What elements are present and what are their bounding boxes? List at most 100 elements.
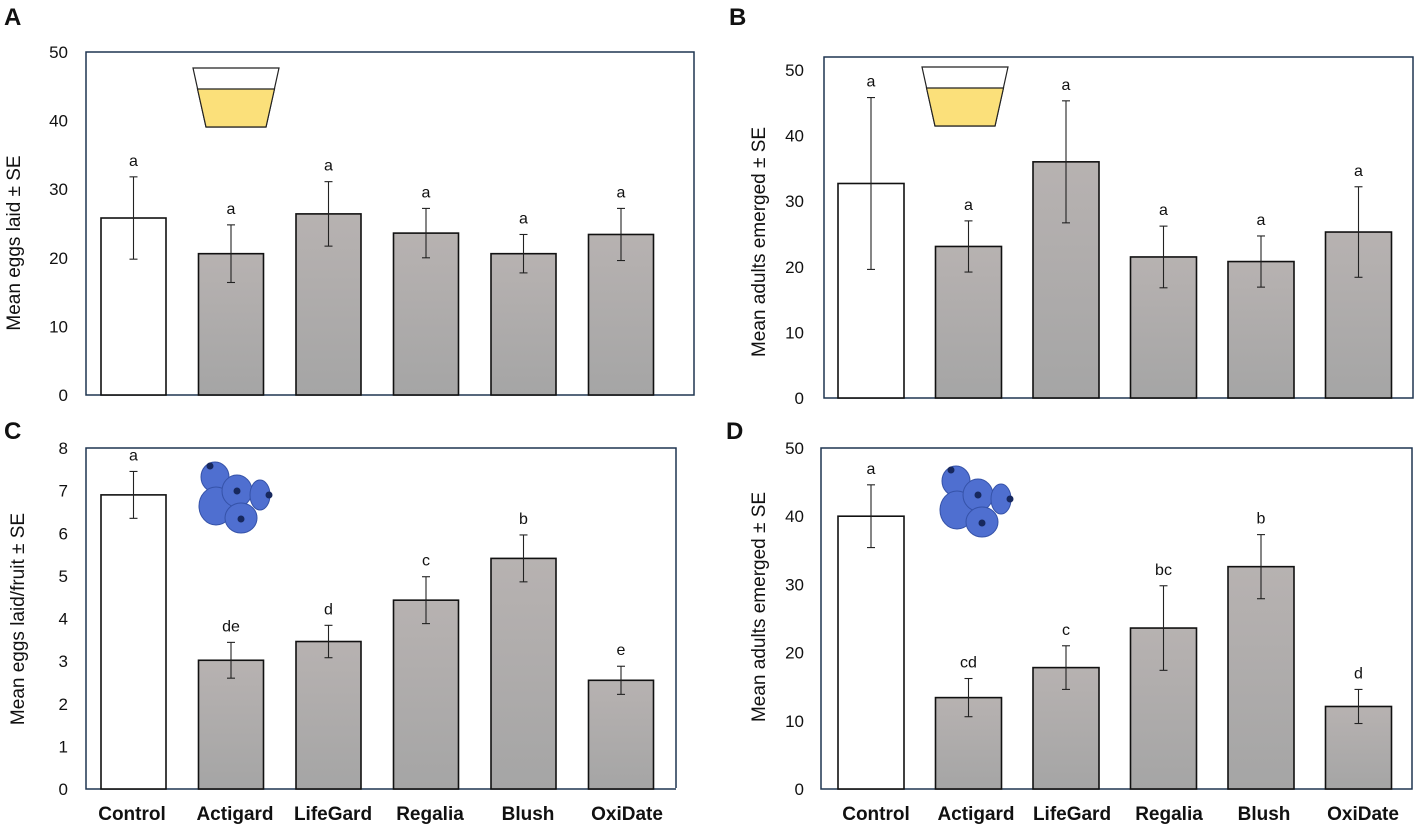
significance-letter: c [422, 553, 430, 570]
significance-letter: b [519, 511, 528, 528]
error-bar [1159, 225, 1168, 289]
error-bar [227, 224, 235, 284]
y-tick-label: 40 [785, 507, 804, 526]
y-tick-label: 30 [785, 575, 804, 594]
significance-letter: d [1354, 665, 1363, 682]
bar-regalia [392, 599, 460, 790]
error-bar [867, 484, 875, 549]
panel-b: B 0 10 20 30 40 50 Mean adults emerged ± SE a a a a… [729, 4, 1414, 408]
error-bar [867, 97, 875, 270]
y-tick-label: 4 [59, 610, 68, 629]
y-tick-label: 20 [49, 249, 68, 268]
category-label: Blush [1238, 804, 1291, 825]
category-label: Control [98, 804, 166, 825]
y-tick-label: 8 [59, 439, 68, 458]
error-bar [964, 677, 973, 718]
error-bar [422, 207, 430, 259]
significance-letter: a [519, 210, 528, 227]
y-tick-label: 10 [785, 323, 804, 342]
significance-letter: de [222, 618, 240, 635]
category-label: OxiDate [591, 804, 663, 825]
panel-a: A 0 10 20 30 40 50 Mean eggs laid ± SE a a a a a a [4, 4, 695, 405]
error-bar [129, 470, 138, 519]
significance-letter: e [617, 642, 626, 659]
plot-frame [85, 51, 695, 396]
significance-letter: c [1062, 622, 1070, 639]
y-axis-label: Mean eggs laid ± SE [4, 155, 25, 330]
category-label: Regalia [396, 804, 464, 825]
error-bar [1257, 235, 1265, 288]
y-tick-label: 50 [785, 439, 804, 458]
significance-letter: a [422, 184, 431, 201]
y-tick-label: 10 [785, 712, 804, 731]
error-bar [617, 665, 625, 695]
bar-regalia [392, 232, 460, 396]
bar-control [837, 515, 905, 790]
bar-oxidate [587, 679, 655, 790]
cup-icon [921, 66, 1009, 127]
error-bar [964, 220, 973, 273]
significance-letter: a [617, 184, 626, 201]
y-tick-label: 2 [59, 695, 68, 714]
category-label: OxiDate [1327, 804, 1399, 825]
bar-oxidate [587, 233, 655, 396]
y-tick-label: 7 [59, 482, 68, 501]
panel-letter: A [4, 4, 21, 31]
error-bar [519, 233, 528, 274]
error-bar [1354, 186, 1363, 278]
error-bar [324, 624, 333, 659]
error-bar [129, 176, 138, 260]
significance-letter: a [129, 447, 138, 464]
significance-letter: a [867, 74, 876, 91]
significance-letter: a [324, 158, 333, 175]
y-tick-label: 30 [785, 192, 804, 211]
significance-letter: a [227, 201, 236, 218]
bar-lifegard [295, 213, 362, 396]
y-tick-label: 3 [59, 652, 68, 671]
significance-letter: bc [1155, 562, 1172, 579]
error-bar [1354, 688, 1363, 725]
blueberries-icon [939, 465, 1014, 538]
error-bar [1062, 645, 1070, 690]
y-tick-label: 6 [59, 524, 68, 543]
plot-frame [820, 447, 1413, 790]
significance-letter: a [129, 153, 138, 170]
significance-letter: a [1354, 163, 1363, 180]
bar-actigard [197, 659, 265, 790]
bar-blush [490, 557, 557, 790]
y-tick-label: 30 [49, 180, 68, 199]
category-label: LifeGard [294, 804, 372, 825]
y-tick-label: 50 [49, 43, 68, 62]
category-label: Blush [502, 804, 555, 825]
y-tick-label: 5 [59, 567, 68, 586]
category-label: Regalia [1135, 804, 1203, 825]
significance-letter: b [1257, 511, 1266, 528]
error-bar [1062, 100, 1070, 224]
error-bar [1159, 585, 1168, 671]
error-bar [1257, 534, 1265, 600]
panel-letter: C [4, 418, 21, 445]
category-label: Control [842, 804, 910, 825]
panel-letter: D [726, 418, 743, 445]
category-label: LifeGard [1033, 804, 1111, 825]
significance-letter: a [1062, 77, 1071, 94]
category-label: Actigard [937, 804, 1014, 825]
y-tick-label: 0 [795, 780, 804, 799]
significance-letter: a [1159, 202, 1168, 219]
bar-lifegard [295, 640, 362, 790]
blueberries-icon [198, 461, 273, 534]
y-axis-label: Mean adults emerged ± SE [749, 127, 770, 357]
plot-frame [85, 447, 677, 790]
y-tick-label: 20 [785, 644, 804, 663]
error-bar [422, 576, 430, 625]
error-bar [519, 534, 528, 583]
significance-letter: a [1257, 212, 1266, 229]
y-tick-label: 0 [59, 386, 68, 405]
category-label: Actigard [196, 804, 273, 825]
bar-control [100, 494, 167, 790]
y-tick-label: 0 [59, 780, 68, 799]
y-axis-label: Mean adults emerged ± SE [749, 492, 770, 722]
error-bar [324, 181, 333, 247]
y-tick-label: 10 [49, 317, 68, 336]
